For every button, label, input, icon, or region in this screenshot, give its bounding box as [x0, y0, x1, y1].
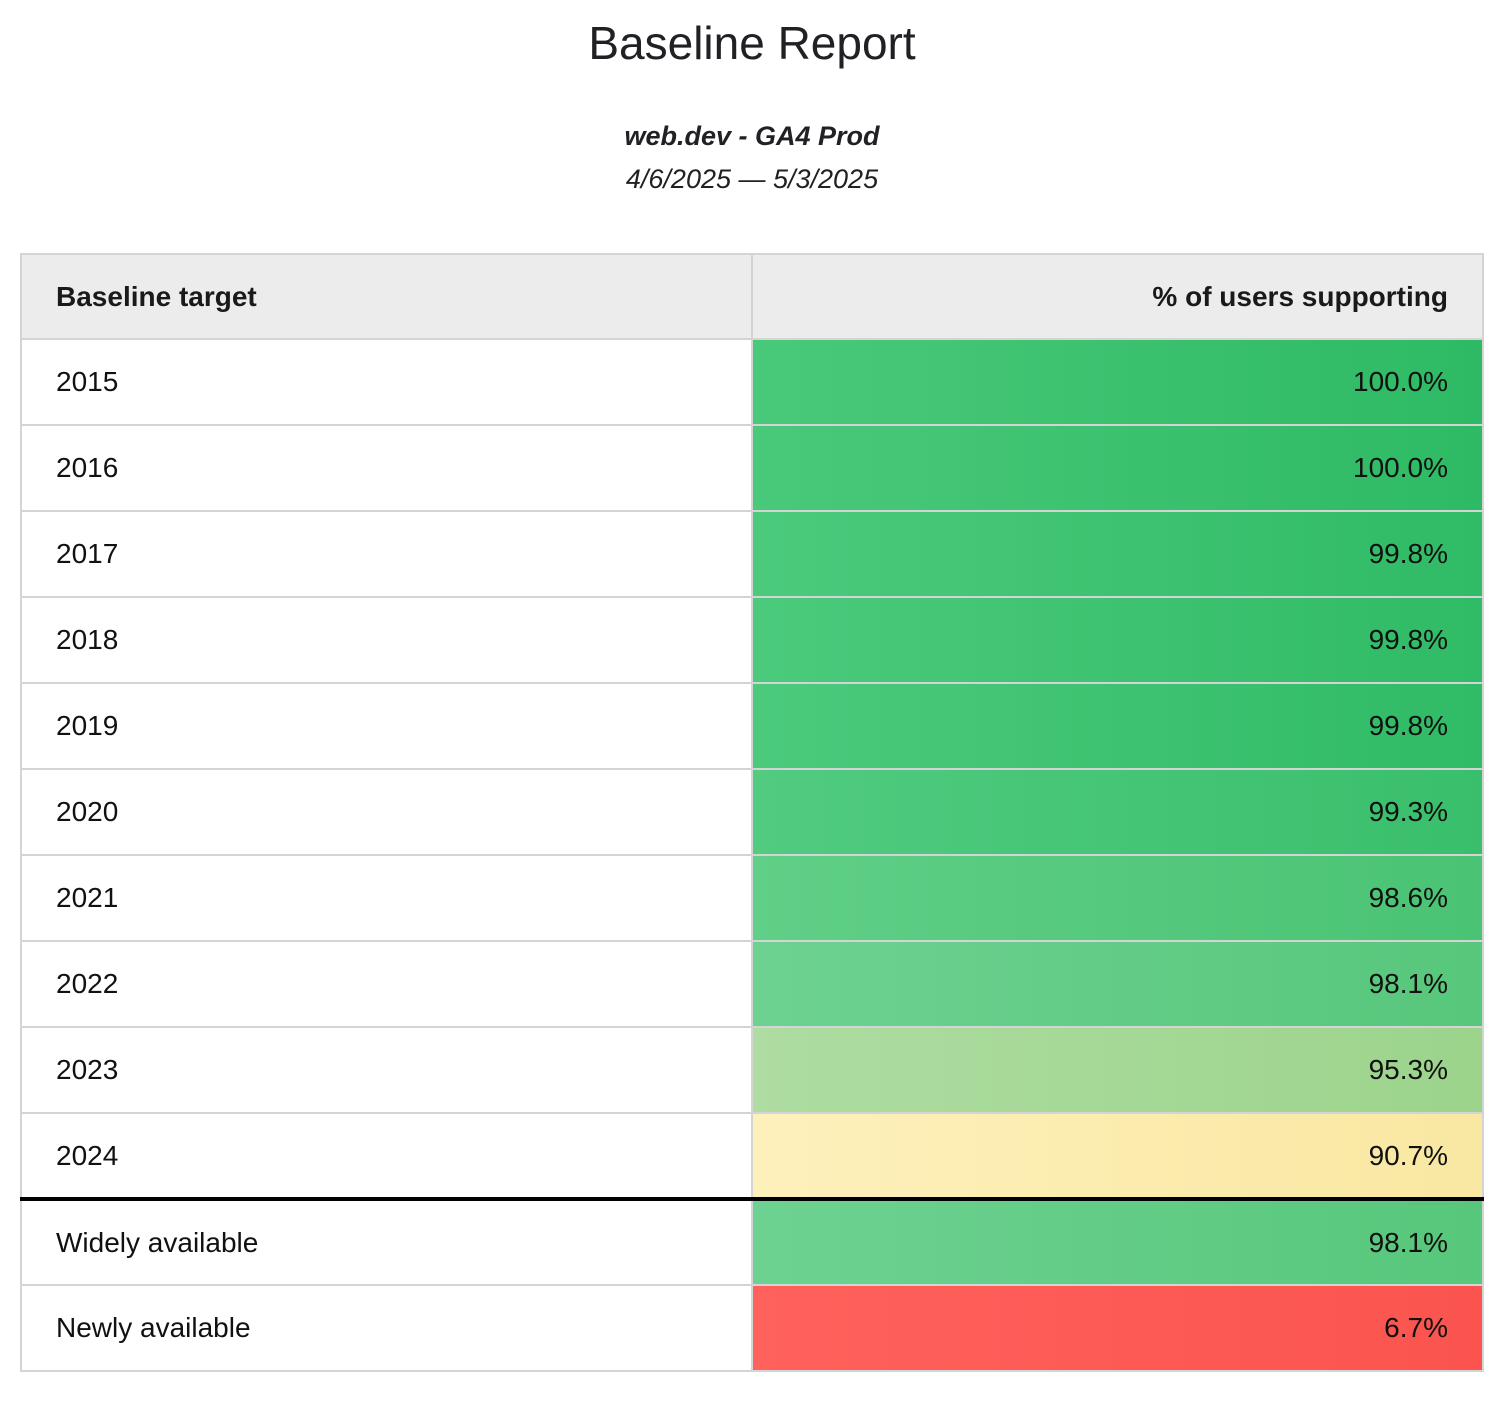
table-row: 2020 99.3%: [20, 768, 1484, 857]
baseline-target-cell: 2020: [20, 768, 753, 857]
baseline-target-cell: 2021: [20, 854, 753, 943]
table-row: Widely available 98.1%: [20, 1197, 1484, 1287]
page-title: Baseline Report: [588, 17, 916, 69]
table-row: 2021 98.6%: [20, 854, 1484, 943]
table-row: Newly available 6.7%: [20, 1284, 1484, 1373]
baseline-target-cell: 2022: [20, 940, 753, 1029]
baseline-target-cell: 2016: [20, 424, 753, 513]
percent-supporting-cell: 98.1%: [751, 940, 1484, 1029]
percent-supporting-cell: 99.8%: [751, 596, 1484, 685]
report-page: Baseline Report web.dev - GA4 Prod 4/6/2…: [0, 16, 1504, 1373]
percent-supporting-cell: 6.7%: [751, 1284, 1484, 1373]
percent-supporting-cell: 99.8%: [751, 510, 1484, 599]
table-row: 2015 100.0%: [20, 338, 1484, 427]
baseline-target-cell: 2015: [20, 338, 753, 427]
table-row: 2024 90.7%: [20, 1112, 1484, 1201]
percent-supporting-cell: 100.0%: [751, 424, 1484, 513]
percent-supporting-cell: 90.7%: [751, 1112, 1484, 1201]
report-date-range: 4/6/2025 — 5/3/2025: [625, 164, 879, 195]
percent-supporting-cell: 98.1%: [751, 1197, 1484, 1287]
baseline-target-cell: Newly available: [20, 1284, 753, 1373]
percent-supporting-cell: 99.8%: [751, 682, 1484, 771]
column-header-percent-users-supporting: % of users supporting: [751, 253, 1484, 341]
table-row: 2019 99.8%: [20, 682, 1484, 771]
baseline-target-cell: 2019: [20, 682, 753, 771]
table-row: 2022 98.1%: [20, 940, 1484, 1029]
table-header-row: Baseline target % of users supporting: [20, 253, 1484, 341]
baseline-target-cell: 2023: [20, 1026, 753, 1115]
table-row: 2023 95.3%: [20, 1026, 1484, 1115]
baseline-report-table: Baseline target % of users supporting 20…: [20, 253, 1484, 1373]
percent-supporting-cell: 100.0%: [751, 338, 1484, 427]
baseline-target-cell: 2017: [20, 510, 753, 599]
baseline-target-cell: 2018: [20, 596, 753, 685]
report-subtitle: web.dev - GA4 Prod: [624, 121, 880, 152]
column-header-baseline-target: Baseline target: [20, 253, 753, 341]
table-row: 2016 100.0%: [20, 424, 1484, 513]
table-row: 2017 99.8%: [20, 510, 1484, 599]
table-row: 2018 99.8%: [20, 596, 1484, 685]
baseline-target-cell: 2024: [20, 1112, 753, 1201]
baseline-target-cell: Widely available: [20, 1197, 753, 1287]
percent-supporting-cell: 95.3%: [751, 1026, 1484, 1115]
percent-supporting-cell: 99.3%: [751, 768, 1484, 857]
percent-supporting-cell: 98.6%: [751, 854, 1484, 943]
